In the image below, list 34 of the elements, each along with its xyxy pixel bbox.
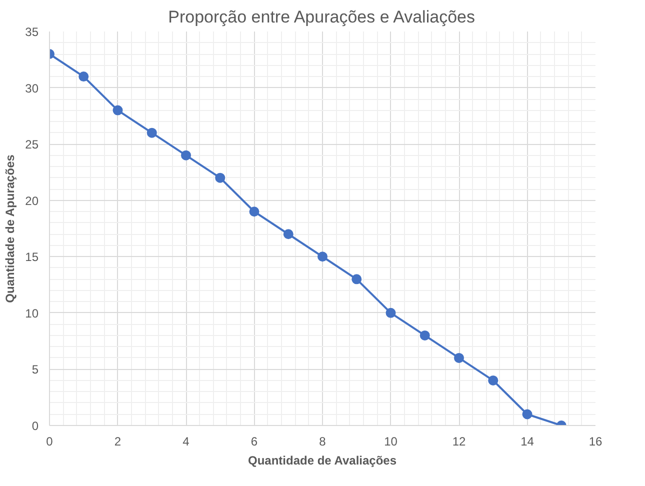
point xyxy=(454,352,464,363)
point xyxy=(181,150,191,160)
point xyxy=(488,375,498,386)
x-tick-label: 12 xyxy=(452,434,466,448)
y-tick-label: 10 xyxy=(25,306,39,320)
point xyxy=(420,330,430,340)
point xyxy=(283,229,294,240)
point xyxy=(318,252,328,262)
chart-title: Proporção entre Apurações e Avaliações xyxy=(168,8,475,26)
x-tick-label: 6 xyxy=(250,434,258,448)
x-tick-label: 14 xyxy=(520,434,534,448)
point xyxy=(522,409,532,420)
y-axis-title: Quantidade de Apurações xyxy=(3,154,18,303)
point xyxy=(78,72,89,82)
point xyxy=(215,172,226,183)
x-axis-title: Quantidade de Avaliações xyxy=(248,454,397,468)
point xyxy=(352,274,362,284)
point xyxy=(249,206,260,217)
x-tick-label: 10 xyxy=(384,434,398,448)
x-tick-label: 2 xyxy=(114,434,122,448)
point xyxy=(146,128,157,138)
x-tick-label: 16 xyxy=(588,434,602,448)
point xyxy=(386,308,396,318)
y-tick-label: 20 xyxy=(25,194,39,208)
x-tick-label: 4 xyxy=(182,434,190,448)
x-tick-label: 8 xyxy=(319,434,326,448)
y-tick-label: 0 xyxy=(32,419,39,433)
y-tick-label: 5 xyxy=(32,362,39,377)
point xyxy=(112,105,123,116)
y-tick-label: 25 xyxy=(25,138,39,152)
y-tick-label: 15 xyxy=(25,250,39,264)
y-tick-label: 35 xyxy=(25,25,39,39)
x-tick-label: 0 xyxy=(46,434,54,448)
y-tick-label: 30 xyxy=(25,81,39,96)
